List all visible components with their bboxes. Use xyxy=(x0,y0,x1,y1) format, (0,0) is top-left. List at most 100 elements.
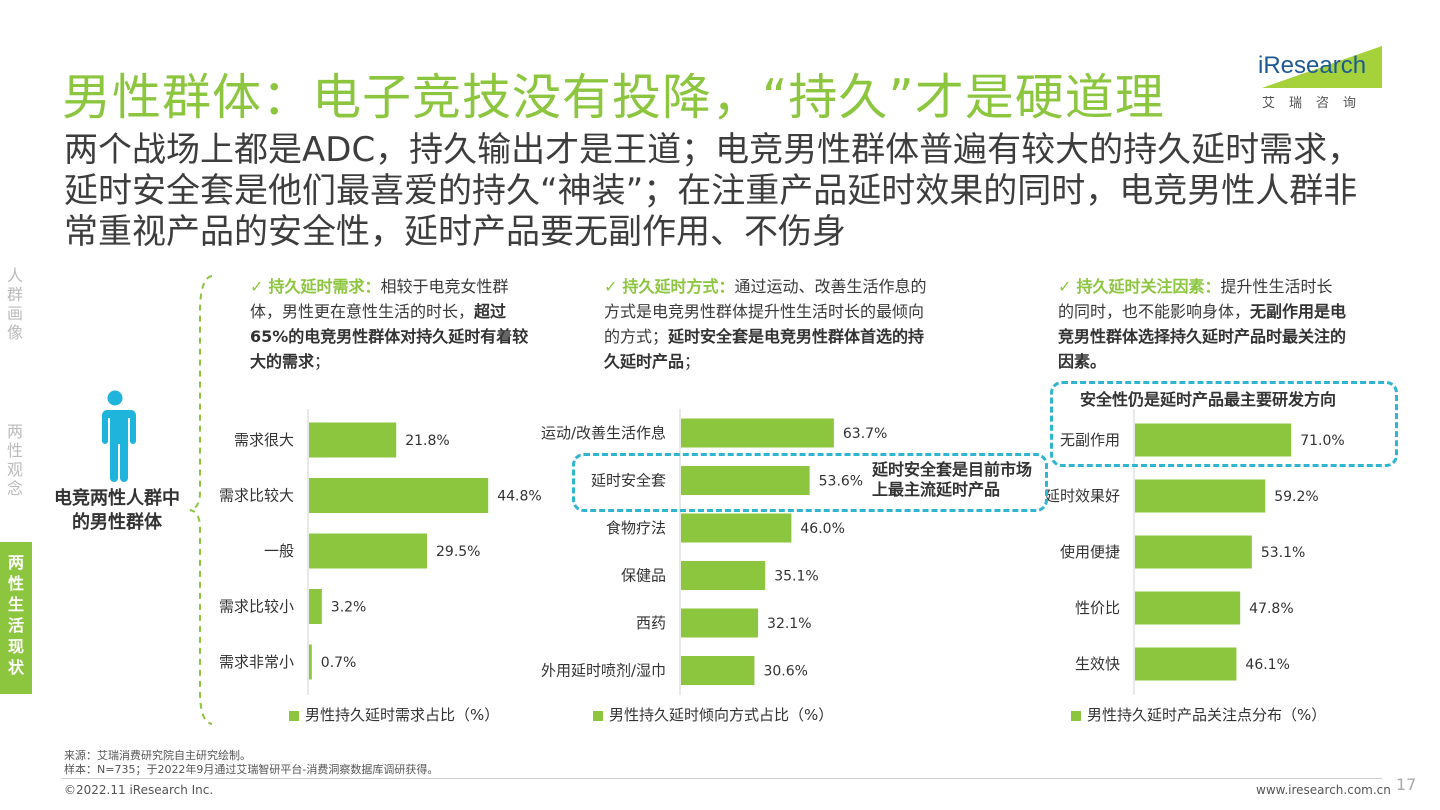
bar xyxy=(309,533,427,569)
bar xyxy=(681,656,755,685)
value-label: 30.6% xyxy=(763,664,807,680)
footer-sample: 样本：N=735；于2022年9月通过艾瑞智研平台-消费洞察数据库调研获得。 xyxy=(64,763,439,776)
chart-method: 运动/改善生活作息 63.7% 延时安全套 53.6% 食物疗法 46.0% 保健品 35.1… xyxy=(541,409,887,695)
column-text-bold: 超过65%的电竞男性群体对持久延时有着较大的需求 xyxy=(250,302,529,371)
bar xyxy=(309,589,322,624)
bar xyxy=(1135,647,1237,681)
category-label: 食物疗法 xyxy=(606,519,666,537)
value-label: 53.6% xyxy=(819,474,863,490)
check-icon: ✓ xyxy=(1058,277,1072,296)
iresearch-logo: iResearch 艾瑞咨询 xyxy=(1254,44,1384,116)
bar xyxy=(681,608,759,638)
bar xyxy=(681,418,834,448)
category-label: 需求比较小 xyxy=(219,598,294,616)
page-number: 17 xyxy=(1396,775,1417,794)
bar xyxy=(1135,535,1252,569)
chart-demand: 需求很大 21.8% 需求比较大 44.8% 一般 29.5% 需求比较小 3.2% 需求非常小… xyxy=(219,409,542,695)
legend-label: 男性持久延时倾向方式占比（%） xyxy=(609,706,834,724)
footer-source: 来源：艾瑞消费研究院自主研究绘制。 xyxy=(64,749,251,762)
footer-url[interactable]: www.iresearch.com.cn xyxy=(1256,783,1391,797)
column-heading: 持久延时关注因素： xyxy=(1076,277,1221,296)
value-label: 46.0% xyxy=(800,521,844,537)
legend-swatch xyxy=(593,710,603,721)
logo-subtext: 艾瑞咨询 xyxy=(1262,96,1371,111)
column-heading: 持久延时需求： xyxy=(268,277,381,296)
side-nav-item-concept[interactable]: 两性观念 xyxy=(0,422,30,498)
category-label: 使用便捷 xyxy=(1060,543,1120,561)
legend-label: 男性持久延时需求占比（%） xyxy=(305,706,500,724)
bar xyxy=(681,466,810,495)
legend-factors: 男性持久延时产品关注点分布（%） xyxy=(1071,704,1326,725)
column-desc-factors: ✓ 持久延时关注因素：提升性生活时长的同时，也不能影响身体，无副作用是电竞男性群… xyxy=(1058,274,1348,374)
column-text-bold: 延时安全套是电竞男性群体首选的持久延时产品 xyxy=(604,327,925,371)
page-subtitle: 两个战场上都是ADC，持久输出才是王道；电竞男性群体普遍有较大的持久延时需求，延… xyxy=(64,130,1362,252)
column-heading: 持久延时方式： xyxy=(622,277,735,296)
side-nav-label: 两性生活现状 xyxy=(8,553,25,677)
column-desc-demand: ✓ 持久延时需求：相较于电竞女性群体，男性更在意性生活的时长，超过65%的电竞男… xyxy=(250,274,530,374)
bar xyxy=(1135,479,1266,513)
column-text-end: ； xyxy=(684,352,701,371)
legend-demand: 男性持久延时需求占比（%） xyxy=(289,704,499,725)
category-label: 延时安全套 xyxy=(591,472,666,490)
logo-text: iResearch xyxy=(1258,52,1367,79)
category-label: 保健品 xyxy=(621,567,666,585)
group-label: 电竞两性人群中的男性群体 xyxy=(54,488,180,533)
column-text-end: ； xyxy=(314,352,331,371)
value-label: 0.7% xyxy=(321,655,357,671)
bar xyxy=(309,422,397,458)
bar xyxy=(681,561,766,590)
value-label: 32.1% xyxy=(767,616,811,632)
value-label: 46.1% xyxy=(1245,657,1289,673)
value-label: 47.8% xyxy=(1249,601,1293,617)
value-label: 35.1% xyxy=(774,569,818,585)
category-label: 一般 xyxy=(264,542,294,560)
category-label: 运动/改善生活作息 xyxy=(541,424,666,442)
bar xyxy=(1135,591,1241,625)
page-title: 男性群体：电子竞技没有投降，“持久”才是硬道理 xyxy=(62,69,1165,126)
side-nav-item-portrait[interactable]: 人群画像 xyxy=(0,266,30,342)
callout-safety-box xyxy=(1050,381,1398,467)
value-label: 29.5% xyxy=(436,544,480,560)
value-label: 59.2% xyxy=(1274,489,1318,505)
category-label: 延时效果好 xyxy=(1045,487,1120,505)
value-label: 3.2% xyxy=(331,600,367,616)
chart-factors: 无副作用 71.0% 延时效果好 59.2% 使用便捷 53.1% 性价比 47.8% 生效快 4… xyxy=(1045,409,1345,695)
value-label: 44.8% xyxy=(497,489,541,505)
category-label: 需求非常小 xyxy=(219,653,294,671)
legend-swatch xyxy=(1071,710,1081,721)
category-label: 需求很大 xyxy=(234,431,294,449)
bar xyxy=(309,478,489,513)
value-label: 21.8% xyxy=(405,433,449,449)
legend-label: 男性持久延时产品关注点分布（%） xyxy=(1087,706,1327,724)
column-text-bold: 无副作用是电竞男性群体选择持久延时产品时最关注的因素。 xyxy=(1058,302,1347,371)
callout-condom-box xyxy=(572,453,1048,512)
category-label: 性价比 xyxy=(1075,599,1120,617)
value-label: 71.0% xyxy=(1300,433,1344,449)
side-nav-label: 人群画像 xyxy=(7,266,24,342)
check-icon: ✓ xyxy=(604,277,618,296)
column-text: 相较于电竞女性群体，男性更在意性生活的时长， xyxy=(250,277,509,321)
side-nav-item-life-status[interactable]: 两性生活现状 xyxy=(0,542,32,694)
check-icon: ✓ xyxy=(250,277,264,296)
legend-method: 男性持久延时倾向方式占比（%） xyxy=(593,704,833,725)
column-desc-method: ✓ 持久延时方式：通过运动、改善生活作息的方式是电竞男性群体提升性生活时长的最倾… xyxy=(604,274,929,374)
category-label: 无副作用 xyxy=(1060,431,1120,449)
value-label: 63.7% xyxy=(843,426,887,442)
category-label: 外用延时喷剂/湿巾 xyxy=(541,662,666,680)
column-text: 提升性生活时长的同时，也不能影响身体， xyxy=(1058,277,1333,321)
footer-divider xyxy=(62,778,1382,779)
side-nav-label: 两性观念 xyxy=(7,422,24,498)
callout-safety-text: 安全性仍是延时产品最主要研发方向 xyxy=(1080,390,1337,409)
category-label: 西药 xyxy=(636,614,666,632)
category-label: 需求比较大 xyxy=(219,487,294,505)
callout-condom-text: 延时安全套是目前市场上最主流延时产品 xyxy=(872,460,1033,499)
value-label: 53.1% xyxy=(1261,545,1305,561)
dashed-bracket xyxy=(189,275,213,725)
bar xyxy=(681,513,792,543)
legend-swatch xyxy=(289,710,299,721)
column-text: 通过运动、改善生活作息的方式是电竞男性群体提升性生活时长的最倾向的方式； xyxy=(604,277,927,346)
male-person-icon xyxy=(99,390,136,482)
footer-copyright: ©2022.11 iResearch Inc. xyxy=(64,783,214,797)
bar xyxy=(1135,423,1292,457)
category-label: 生效快 xyxy=(1075,655,1120,673)
